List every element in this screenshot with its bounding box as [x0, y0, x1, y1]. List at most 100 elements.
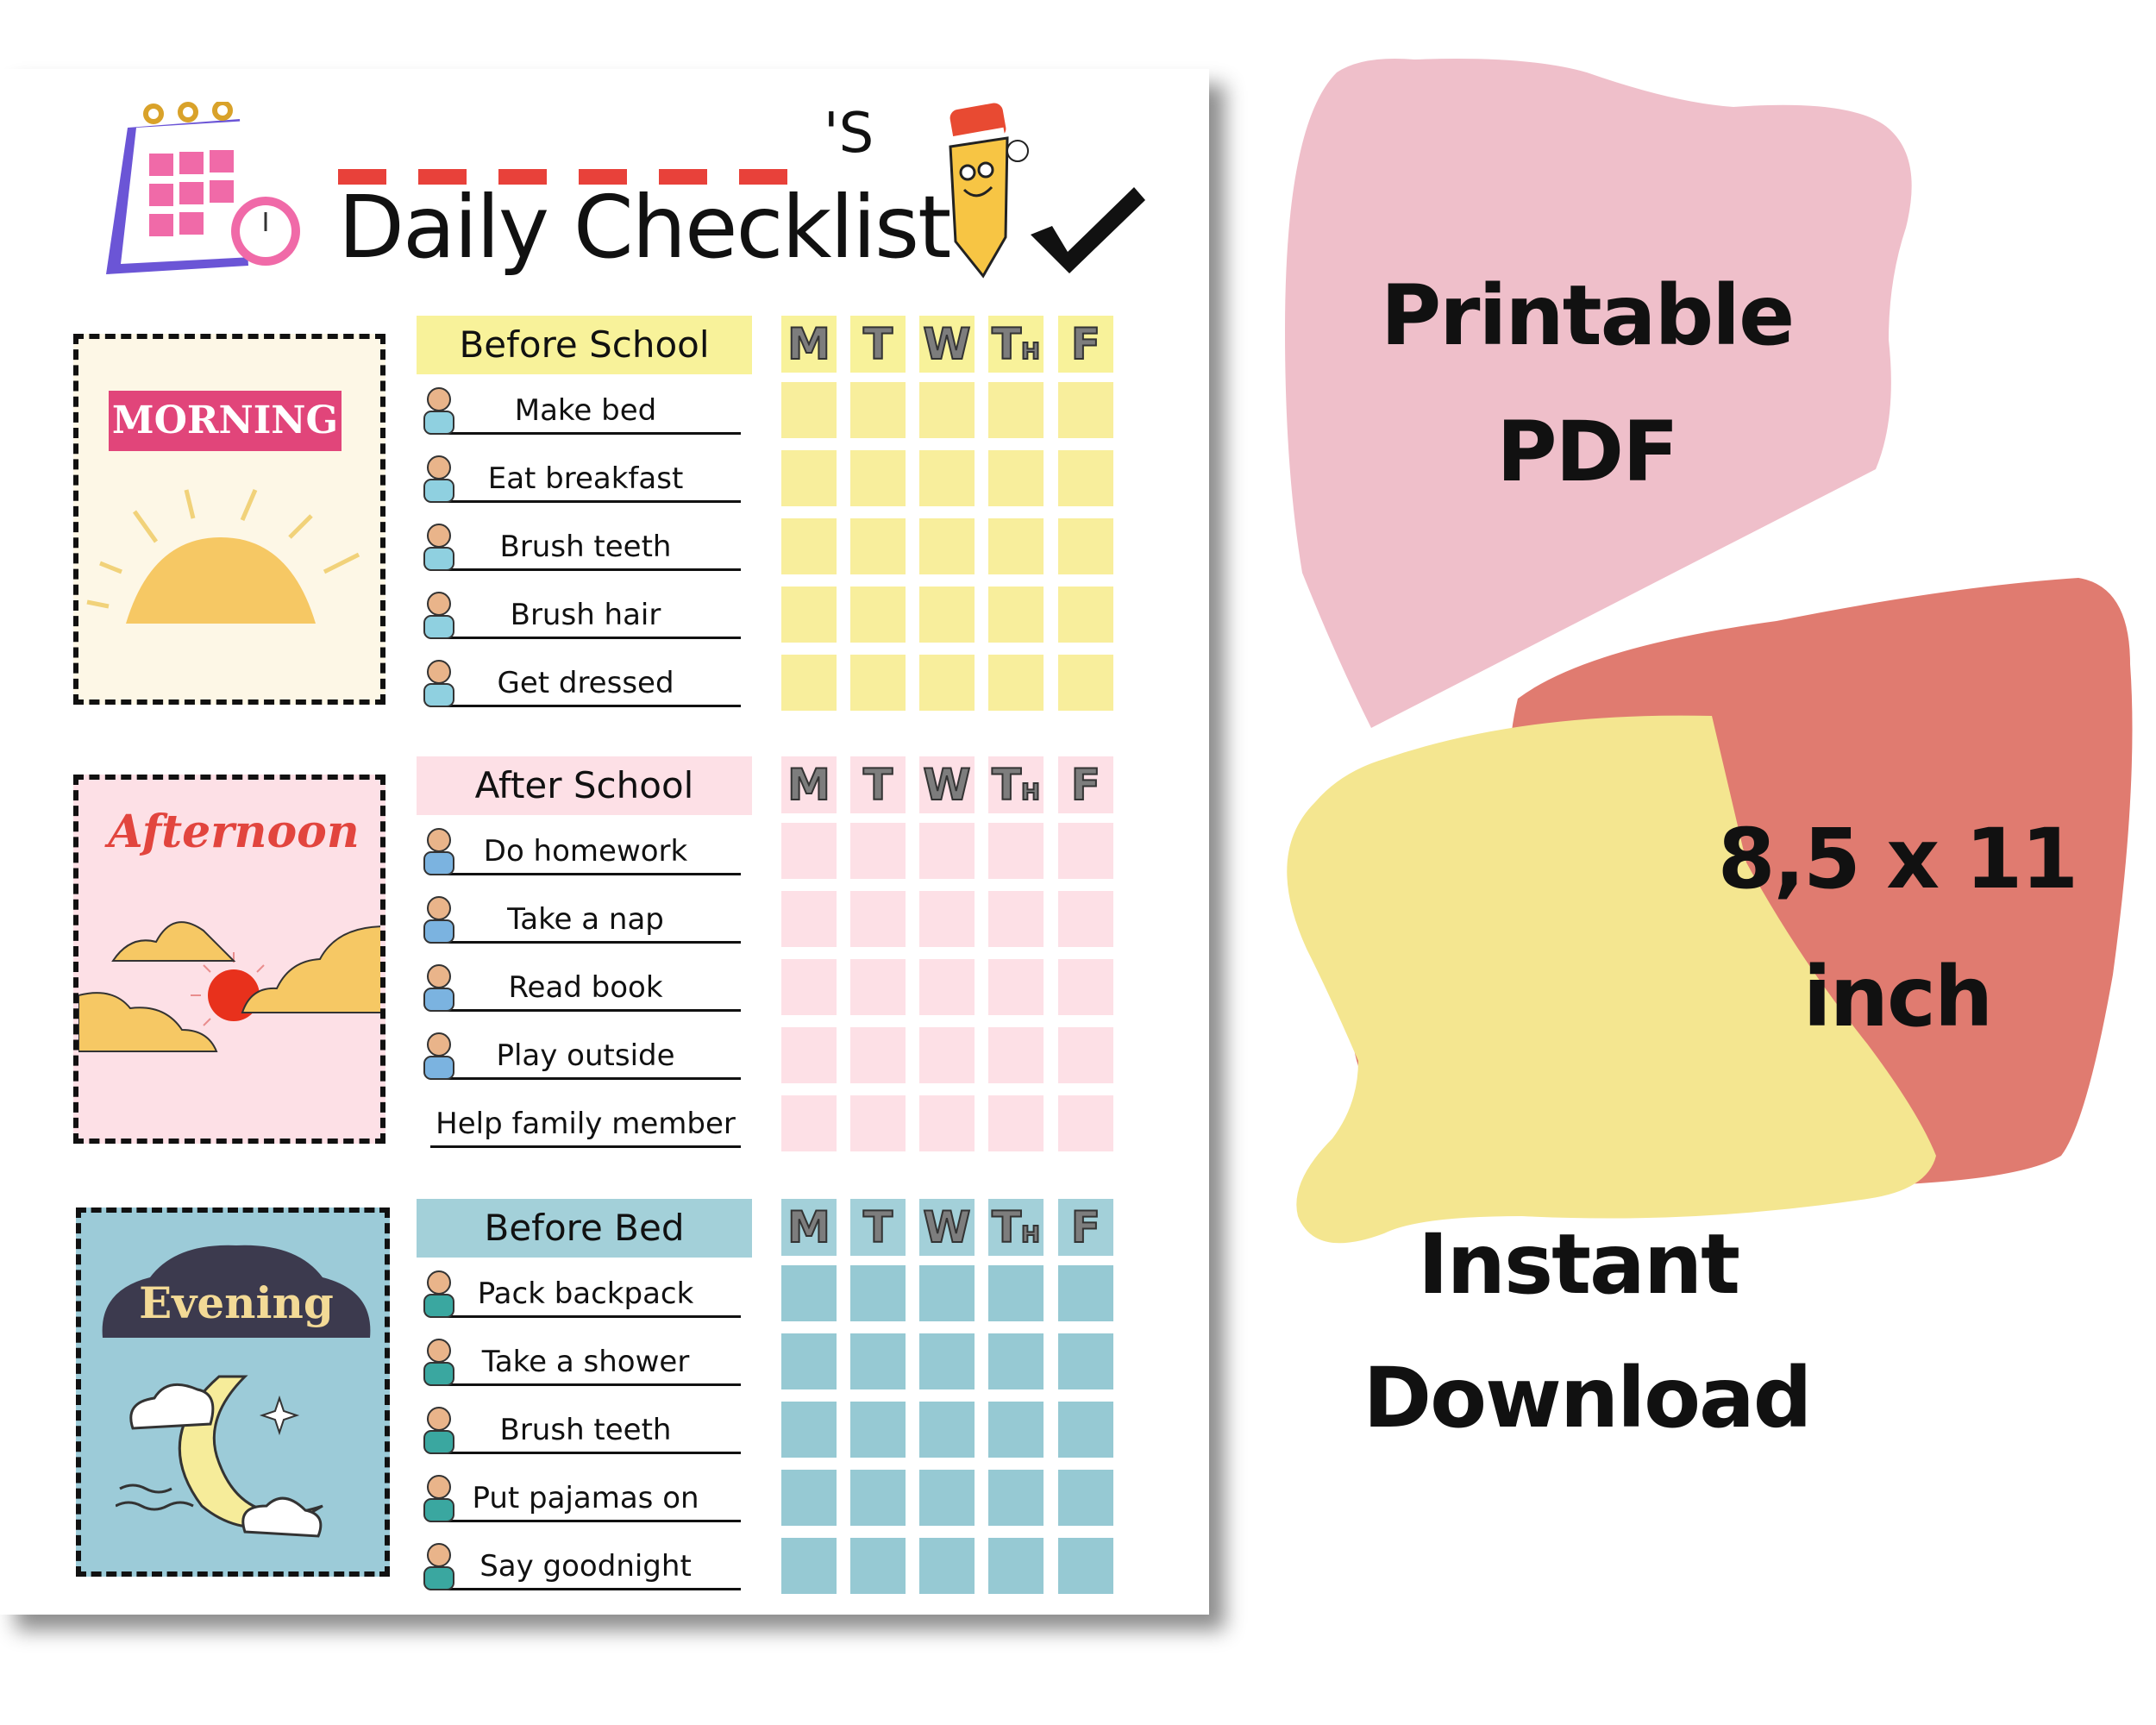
checkbox-cell[interactable]: [850, 1333, 906, 1389]
checkbox-cell[interactable]: [781, 1538, 837, 1594]
checkbox-cell[interactable]: [1058, 891, 1113, 947]
checkbox-cell[interactable]: [850, 1402, 906, 1458]
badge-size-line2: inch: [1802, 949, 1994, 1045]
checkbox-cell[interactable]: [988, 655, 1044, 711]
day-header-m: M: [781, 1199, 837, 1256]
checkbox-cell[interactable]: [781, 655, 837, 711]
name-blank-dash: [659, 169, 707, 185]
checkbox-cell[interactable]: [781, 586, 837, 643]
checkbox-cell[interactable]: [850, 1095, 906, 1151]
checkbox-cell[interactable]: [1058, 1470, 1113, 1526]
checkbox-cell[interactable]: [850, 1470, 906, 1526]
checkbox-cell[interactable]: [850, 1265, 906, 1321]
checkbox-cell[interactable]: [781, 823, 837, 879]
checkbox-cell[interactable]: [1058, 1027, 1113, 1083]
checkbox-cell[interactable]: [850, 891, 906, 947]
checkbox-cell[interactable]: [919, 655, 975, 711]
checkbox-cell[interactable]: [988, 1095, 1044, 1151]
day-header-th: ThTH: [988, 1199, 1044, 1256]
checkbox-cell[interactable]: [919, 586, 975, 643]
checkbox-cell[interactable]: [1058, 382, 1113, 438]
task-label: Play outside: [430, 1034, 741, 1080]
checkbox-cell[interactable]: [1058, 1402, 1113, 1458]
morning-card: MORNING: [73, 334, 385, 705]
checkbox-cell[interactable]: [781, 1470, 837, 1526]
task-label: Brush hair: [430, 593, 741, 639]
checkbox-cell[interactable]: [988, 1333, 1044, 1389]
checkbox-cell[interactable]: [781, 1265, 837, 1321]
checkbox-cell[interactable]: [781, 959, 837, 1015]
checkbox-cell[interactable]: [988, 382, 1044, 438]
reading-icon: [412, 961, 466, 1014]
checkbox-cell[interactable]: [850, 959, 906, 1015]
checkbox-cell[interactable]: [919, 1095, 975, 1151]
checkbox-cell[interactable]: [919, 382, 975, 438]
checkbox-cell[interactable]: [988, 891, 1044, 947]
checkbox-cell[interactable]: [1058, 959, 1113, 1015]
day-header-t: T: [850, 1199, 906, 1256]
checkbox-cell[interactable]: [850, 655, 906, 711]
checkbox-cell[interactable]: [1058, 518, 1113, 574]
checkbox-cell[interactable]: [1058, 1333, 1113, 1389]
checkbox-cell[interactable]: [1058, 1538, 1113, 1594]
checkbox-cell[interactable]: [919, 1027, 975, 1083]
checkbox-cell[interactable]: [988, 1402, 1044, 1458]
checkbox-cell[interactable]: [919, 1470, 975, 1526]
checkbox-cell[interactable]: [850, 586, 906, 643]
checkbox-cell[interactable]: [988, 1538, 1044, 1594]
checkbox-cell[interactable]: [850, 518, 906, 574]
brush-hair-icon: [412, 588, 466, 642]
checkbox-cell[interactable]: [988, 823, 1044, 879]
checkbox-cell[interactable]: [781, 450, 837, 506]
checkbox-cell[interactable]: [988, 586, 1044, 643]
checkbox-cell[interactable]: [988, 450, 1044, 506]
checkbox-cell[interactable]: [781, 1027, 837, 1083]
checkbox-cell[interactable]: [781, 1333, 837, 1389]
checkbox-cell[interactable]: [781, 382, 837, 438]
checkbox-cell[interactable]: [919, 891, 975, 947]
checkbox-cell[interactable]: [781, 518, 837, 574]
checkbox-cell[interactable]: [1058, 586, 1113, 643]
checkbox-cell[interactable]: [919, 450, 975, 506]
checkbox-cell[interactable]: [988, 1265, 1044, 1321]
checkbox-cell[interactable]: [781, 891, 837, 947]
checkbox-cell[interactable]: [850, 1538, 906, 1594]
day-header-w: W: [919, 1199, 975, 1256]
checkbox-cell[interactable]: [1058, 450, 1113, 506]
name-blank-dash: [739, 169, 787, 185]
checkbox-cell[interactable]: [781, 1095, 837, 1151]
breakfast-icon: [412, 452, 466, 505]
checkbox-cell[interactable]: [850, 450, 906, 506]
checkbox-cell[interactable]: [1058, 1095, 1113, 1151]
badge-download-blob: [1287, 715, 1936, 1244]
checkbox-cell[interactable]: [1058, 655, 1113, 711]
checkbox-cell[interactable]: [919, 959, 975, 1015]
dressed-kid-icon: [412, 656, 466, 710]
checkbox-cell[interactable]: [850, 382, 906, 438]
name-blank-dash: [418, 169, 467, 185]
checkbox-cell[interactable]: [850, 823, 906, 879]
sun-clouds-icon: [78, 921, 380, 1052]
day-header-t: T: [850, 316, 906, 373]
checkbox-cell[interactable]: [781, 1402, 837, 1458]
checkbox-cell[interactable]: [988, 518, 1044, 574]
checkbox-cell[interactable]: [919, 823, 975, 879]
checkbox-cell[interactable]: [988, 1470, 1044, 1526]
checkbox-cell[interactable]: [1058, 1265, 1113, 1321]
checkbox-cell[interactable]: [919, 518, 975, 574]
checkbox-cell[interactable]: [919, 1538, 975, 1594]
checkbox-cell[interactable]: [919, 1333, 975, 1389]
day-header-f: F: [1058, 756, 1113, 813]
task-label: Get dressed: [430, 662, 741, 707]
checkbox-cell[interactable]: [988, 959, 1044, 1015]
section-title: Before Bed: [417, 1199, 752, 1258]
checkbox-cell[interactable]: [850, 1027, 906, 1083]
checkbox-cell[interactable]: [919, 1402, 975, 1458]
nap-icon: [412, 893, 466, 946]
checkbox-cell[interactable]: [988, 1027, 1044, 1083]
pencil-mascot-icon: [949, 103, 1029, 279]
making-bed-icon: [412, 384, 466, 437]
section-title: After School: [417, 756, 752, 815]
checkbox-cell[interactable]: [919, 1265, 975, 1321]
checkbox-cell[interactable]: [1058, 823, 1113, 879]
